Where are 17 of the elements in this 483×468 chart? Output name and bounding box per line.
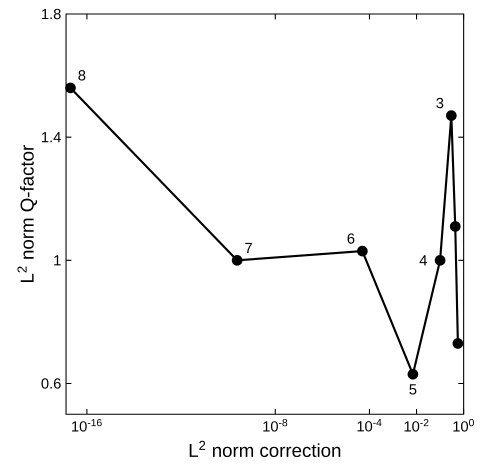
annotation: 5 — [409, 384, 416, 394]
x-tick-label: 10$^{0}$ — [453, 418, 474, 432]
x-axis-title: L$^{2}$ norm correction — [190, 440, 340, 457]
y-tick-label: 1.4 — [42, 132, 61, 142]
x-tick-label: 10$^{-8}$ — [263, 418, 288, 432]
x-tick-label: 10$^{-4}$ — [358, 418, 382, 432]
annotation: 6 — [348, 233, 354, 244]
y-tick-label: 0.6 — [41, 378, 61, 389]
annotation: 3 — [436, 98, 444, 108]
y-tick-label: 1 — [54, 255, 61, 266]
y-axis-title: L$^{2}$ norm Q-factor — [17, 144, 38, 282]
annotation: 7 — [245, 242, 252, 253]
x-tick-label: 10$^{-16}$ — [72, 418, 102, 432]
x-tick-label: 10$^{-2}$ — [404, 418, 428, 432]
y-tick-label: 1.8 — [42, 8, 61, 20]
annotation: 8 — [78, 70, 86, 80]
annotation: 4 — [420, 255, 427, 266]
